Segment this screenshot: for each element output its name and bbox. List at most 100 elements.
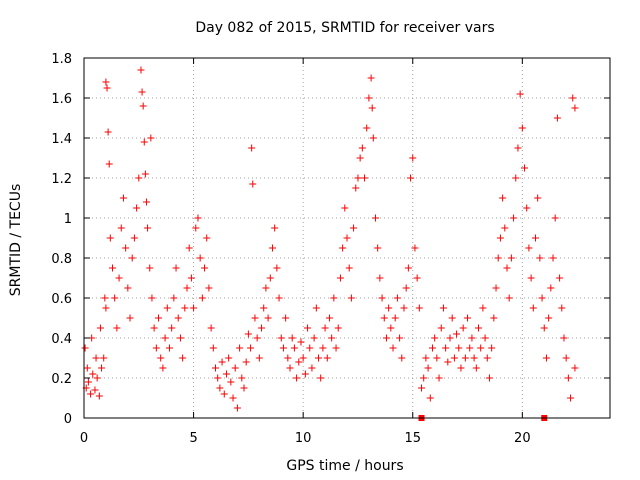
data-point [266,274,274,282]
data-point [367,74,375,82]
data-point [523,204,531,212]
data-point [115,274,123,282]
data-point [343,234,351,242]
data-point [260,304,268,312]
data-point [102,304,110,312]
y-axis-label: SRMTID / TECUs [8,184,24,297]
data-point [558,304,566,312]
data-point [201,264,209,272]
data-point [295,358,303,366]
data-point [91,386,99,394]
data-point [549,254,557,262]
data-point [444,358,452,366]
data-point [529,304,537,312]
data-point [209,344,217,352]
data-point [477,344,485,352]
data-point [255,354,263,362]
data-point [371,214,379,222]
data-point [231,364,239,372]
data-point [365,94,373,102]
data-point [389,344,397,352]
data-point [368,104,376,112]
data-point [203,234,211,242]
data-point [102,78,110,86]
data-point [564,374,572,382]
data-point [415,304,423,312]
data-point [378,294,386,302]
data-point [286,364,294,372]
data-point [317,374,325,382]
data-point [301,370,309,378]
data-point [336,274,344,282]
data-point [227,378,235,386]
data-point [176,334,184,342]
data-point [240,384,248,392]
data-point [148,294,156,302]
data-point [536,254,544,262]
data-point [560,334,568,342]
data-point [165,344,173,352]
data-point [428,344,436,352]
data-point [135,174,143,182]
data-point [198,294,206,302]
data-point [361,174,369,182]
data-point [531,234,539,242]
data-point [393,294,401,302]
data-point [84,378,92,386]
data-point [501,224,509,232]
x-tick-label: 15 [404,431,421,446]
y-tick-label: 0.8 [51,252,72,267]
data-point [409,154,417,162]
data-point [356,154,364,162]
data-point [450,354,458,362]
data-point [124,284,132,292]
data-point [468,334,476,342]
data-point [422,354,430,362]
data-point [562,354,570,362]
data-point [297,338,305,346]
data-point [569,94,577,102]
data-point [216,384,224,392]
data-point [411,244,419,252]
data-point [496,234,504,242]
chart-title: Day 082 of 2015, SRMTID for receiver var… [195,20,494,36]
data-point [442,344,450,352]
data-point [194,214,202,222]
data-point [103,84,111,92]
data-point [483,354,491,362]
data-point [293,374,301,382]
data-point [95,392,103,400]
data-point [459,324,467,332]
data-point [499,194,507,202]
data-point [334,324,342,332]
data-point [87,390,95,398]
data-point [315,354,323,362]
data-point [247,344,255,352]
data-point [187,274,195,282]
data-point [407,174,415,182]
data-point [273,264,281,272]
data-point [321,324,329,332]
data-point [418,384,426,392]
data-point [431,334,439,342]
data-point [325,314,333,322]
data-point [339,244,347,252]
data-point [205,284,213,292]
data-point [108,264,116,272]
data-point [387,324,395,332]
data-points [81,66,579,412]
data-point [439,304,447,312]
data-point [89,370,97,378]
data-point [398,354,406,362]
data-point [426,394,434,402]
data-point [488,344,496,352]
data-point [382,334,390,342]
data-point [308,364,316,372]
data-point [514,144,522,152]
data-point [479,304,487,312]
plot-frame [83,57,611,419]
data-point [507,254,515,262]
data-point [363,124,371,132]
data-point [470,354,478,362]
